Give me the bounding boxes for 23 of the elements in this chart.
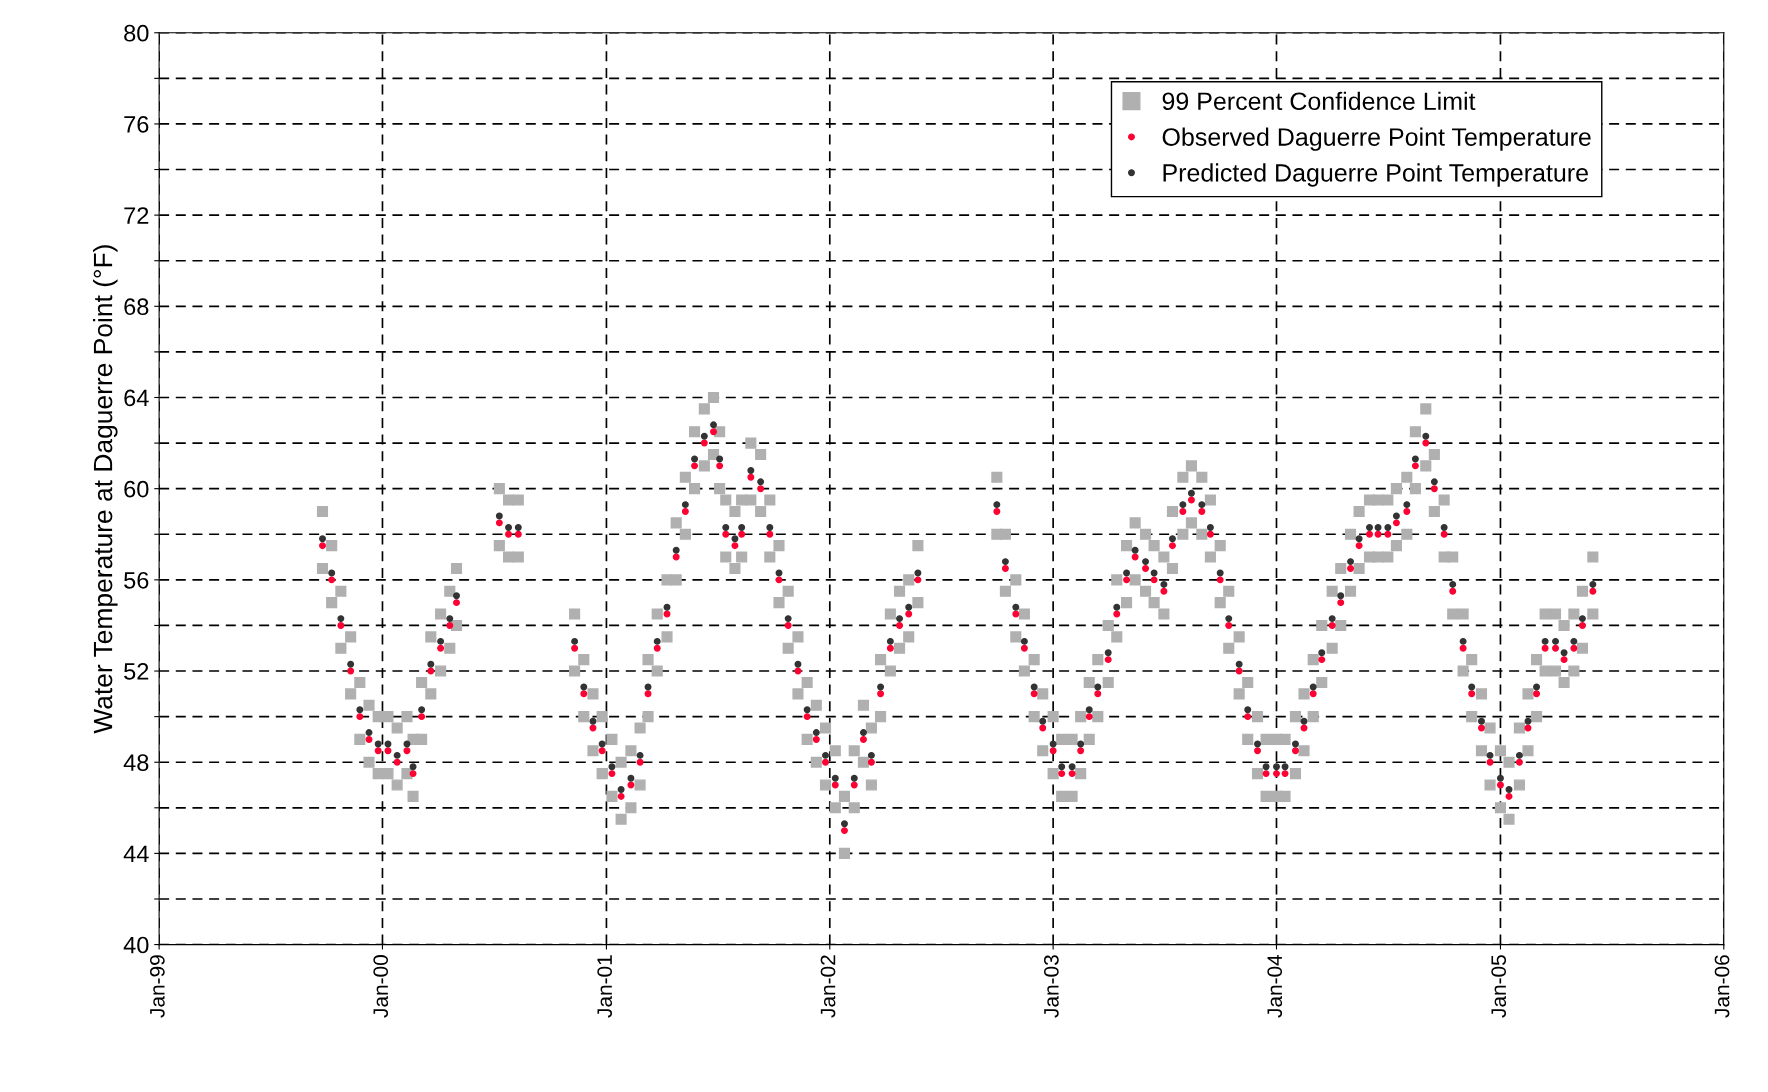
legend-label: Observed Daguerre Point Temperature xyxy=(1162,127,1591,151)
y-tick-label: 64 xyxy=(124,389,149,407)
x-tick-label: Jan-00 xyxy=(373,955,389,1018)
y-tick-label: 48 xyxy=(123,754,149,771)
x-tick-label: Jan-02 xyxy=(820,955,836,1018)
y-tick-label: 76 xyxy=(124,116,149,133)
legend-label: Predicted Daguerre Point Temperature xyxy=(1163,163,1588,187)
y-tick-label: 52 xyxy=(124,663,149,680)
y-tick-label: 44 xyxy=(123,845,149,862)
y-tick-label: 80 xyxy=(124,24,149,42)
y-axis-title: Water Temperature at Daguerre Point (°F) xyxy=(92,245,118,734)
y-tick-label: 60 xyxy=(124,480,149,498)
y-tick-label: 40 xyxy=(123,936,149,954)
x-tick-label: Jan-99 xyxy=(149,955,165,1018)
x-tick-label: Jan-05 xyxy=(1491,955,1507,1018)
y-tick-label: 56 xyxy=(124,571,149,589)
y-tick-label: 72 xyxy=(124,207,149,224)
x-tick-label: Jan-03 xyxy=(1043,955,1059,1018)
legend-label: 99 Percent Confidence Limit xyxy=(1162,91,1476,111)
x-tick-label: Jan-06 xyxy=(1714,955,1730,1018)
x-tick-label: Jan-04 xyxy=(1267,954,1283,1018)
y-tick-label: 68 xyxy=(124,298,149,316)
x-tick-label: Jan-01 xyxy=(597,955,613,1018)
